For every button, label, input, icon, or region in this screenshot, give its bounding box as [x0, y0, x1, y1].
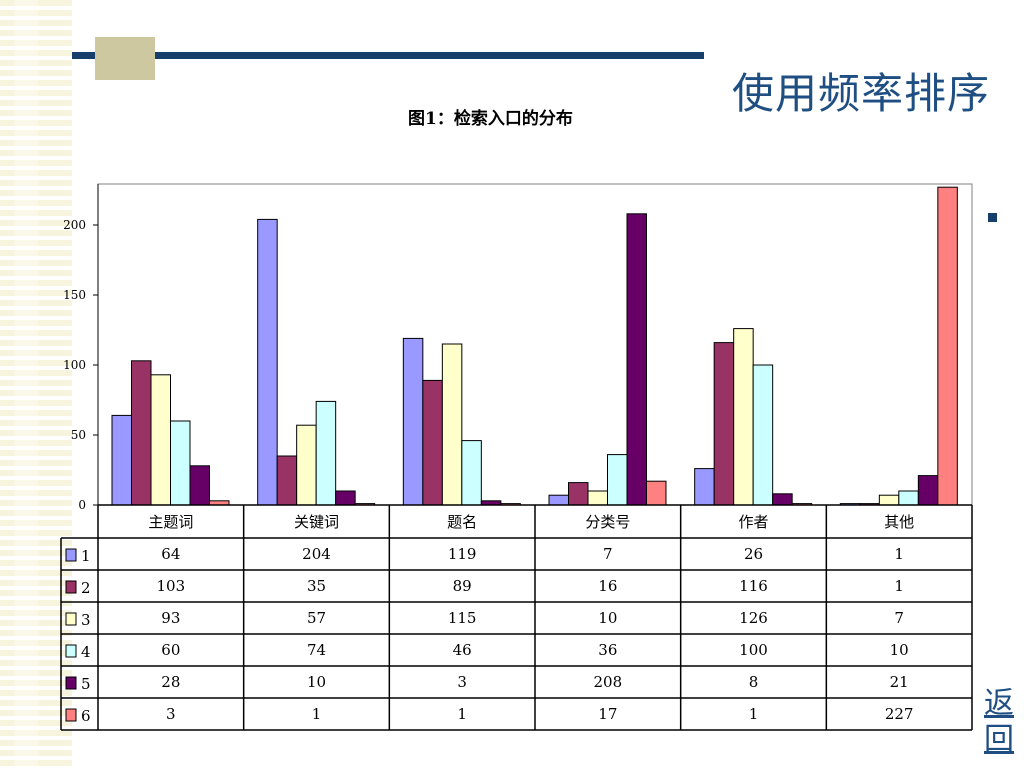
decorative-stripes-inner — [14, 0, 38, 768]
legend-label: 2 — [81, 579, 91, 597]
bar — [626, 213, 647, 506]
slide-title: 使用频率排序 — [731, 69, 990, 118]
data-label: 36 — [598, 641, 617, 659]
data-label: 10 — [890, 641, 909, 659]
y-tick-label: 0 — [78, 498, 86, 512]
bar — [111, 414, 132, 506]
category-label: 关键词 — [294, 513, 339, 531]
back-link[interactable]: 返回 — [984, 686, 1014, 757]
bar — [878, 494, 900, 506]
bar — [752, 364, 774, 506]
bar — [315, 400, 337, 506]
bar — [568, 482, 589, 506]
data-label: 28 — [161, 673, 180, 691]
data-label: 26 — [744, 545, 763, 563]
data-label: 1 — [312, 705, 322, 723]
data-label: 119 — [448, 545, 477, 563]
data-label: 74 — [307, 641, 326, 659]
bar — [441, 343, 463, 506]
data-label: 116 — [739, 577, 768, 595]
data-label: 7 — [894, 609, 904, 627]
bar — [402, 337, 424, 506]
legend-key — [65, 580, 77, 594]
legend-label: 4 — [81, 643, 91, 661]
bar — [548, 494, 569, 506]
data-label: 89 — [453, 577, 472, 595]
bar — [898, 490, 919, 506]
legend-label: 1 — [81, 547, 91, 565]
legend-key — [65, 644, 77, 658]
data-label: 93 — [161, 609, 180, 627]
bar — [131, 360, 152, 506]
header-accent-square — [95, 37, 155, 80]
legend-key — [65, 708, 77, 722]
bar — [150, 374, 171, 506]
data-label: 16 — [598, 577, 617, 595]
bar — [694, 468, 715, 506]
legend-key — [65, 612, 77, 626]
data-label: 208 — [594, 673, 623, 691]
bar — [189, 465, 210, 506]
data-label: 1 — [749, 705, 759, 723]
data-label: 100 — [739, 641, 768, 659]
category-label: 作者 — [738, 513, 768, 531]
bar — [461, 440, 482, 506]
header-rule — [72, 52, 704, 59]
bar — [170, 420, 191, 506]
decorative-stripes — [0, 0, 72, 768]
bar — [917, 475, 939, 506]
category-label: 其他 — [884, 513, 914, 531]
data-label: 17 — [598, 705, 617, 723]
bar — [422, 379, 443, 506]
data-label: 126 — [739, 609, 768, 627]
bar — [713, 342, 735, 506]
data-label: 204 — [302, 545, 331, 563]
data-label: 7 — [603, 545, 613, 563]
legend-key — [65, 548, 77, 562]
bar — [733, 328, 754, 506]
data-label: 115 — [448, 609, 477, 627]
bar — [607, 454, 628, 506]
y-tick-label: 50 — [71, 428, 86, 442]
chart-title: 图1：检索入口的分布 — [408, 109, 573, 129]
data-label: 1 — [894, 577, 904, 595]
category-label: 分类号 — [585, 513, 630, 531]
category-label: 题名 — [447, 513, 477, 531]
data-label: 21 — [890, 673, 909, 691]
legend-label: 3 — [81, 611, 91, 629]
bar — [937, 186, 958, 506]
bullet-square-icon — [988, 213, 997, 222]
data-label: 10 — [307, 673, 326, 691]
bar — [296, 424, 317, 506]
bar — [257, 218, 278, 506]
data-label: 8 — [749, 673, 759, 691]
data-label: 103 — [157, 577, 186, 595]
data-label: 1 — [457, 705, 467, 723]
data-label: 46 — [453, 641, 472, 659]
legend-label: 5 — [81, 675, 91, 693]
bar — [276, 455, 298, 506]
bar — [335, 490, 356, 506]
plot-area — [97, 183, 973, 506]
data-label: 57 — [307, 609, 326, 627]
legend-label: 6 — [81, 707, 91, 725]
y-tick-label: 100 — [63, 358, 86, 372]
bar — [646, 480, 667, 506]
bar — [587, 490, 608, 506]
category-label: 主题词 — [148, 513, 193, 531]
data-label: 1 — [894, 545, 904, 563]
data-label: 35 — [307, 577, 326, 595]
data-label: 64 — [161, 545, 180, 563]
data-label: 3 — [457, 673, 467, 691]
bar — [772, 493, 793, 506]
data-label: 10 — [598, 609, 617, 627]
y-tick-label: 200 — [63, 218, 86, 232]
legend-key — [65, 676, 77, 690]
data-label: 3 — [166, 705, 176, 723]
y-tick-label: 150 — [63, 288, 86, 302]
data-label: 60 — [161, 641, 180, 659]
data-label: 227 — [885, 705, 914, 723]
